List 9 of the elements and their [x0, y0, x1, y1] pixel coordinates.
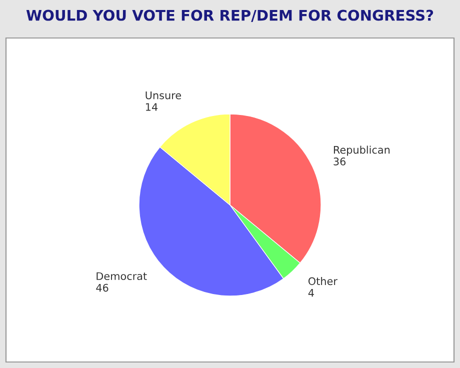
slice-label: Democrat — [96, 272, 147, 280]
data-label: 14 — [146, 103, 158, 111]
data-label: 36 — [334, 158, 346, 166]
data-label: 4 — [308, 289, 314, 297]
slice-label: Other — [308, 277, 338, 286]
slice-label: Unsure — [146, 92, 182, 100]
data-label: 46 — [96, 284, 108, 292]
chart-title: WOULD YOU VOTE FOR REP/DEM FOR CONGRESS? — [26, 10, 434, 22]
slice-label: Republican — [334, 146, 390, 156]
